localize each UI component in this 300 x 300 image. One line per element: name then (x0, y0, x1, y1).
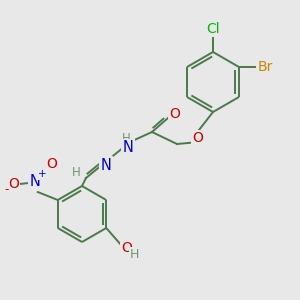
Text: N: N (100, 158, 111, 172)
Text: O: O (169, 107, 180, 121)
Text: -: - (4, 184, 9, 196)
Text: O: O (121, 241, 132, 255)
Text: N: N (29, 175, 40, 190)
Text: O: O (46, 157, 57, 171)
Text: O: O (193, 131, 203, 145)
Text: H: H (72, 166, 80, 178)
Text: N: N (123, 140, 134, 155)
Text: O: O (8, 177, 19, 191)
Text: H: H (130, 248, 139, 260)
Text: H: H (122, 133, 130, 146)
Text: Br: Br (257, 60, 273, 74)
Text: +: + (38, 169, 47, 179)
Text: Cl: Cl (206, 22, 220, 36)
